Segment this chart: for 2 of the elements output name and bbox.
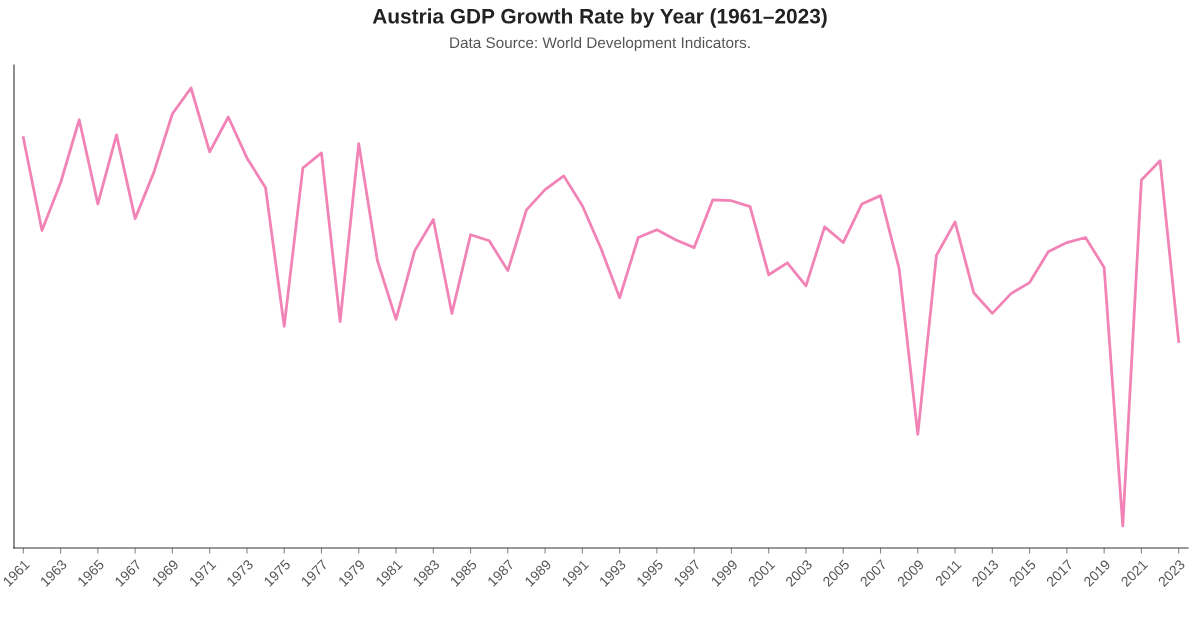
chart-title: Austria GDP Growth Rate by Year (1961–2023) [372,8,827,28]
chart-subtitle: Data Source: World Development Indicators. [450,36,750,52]
